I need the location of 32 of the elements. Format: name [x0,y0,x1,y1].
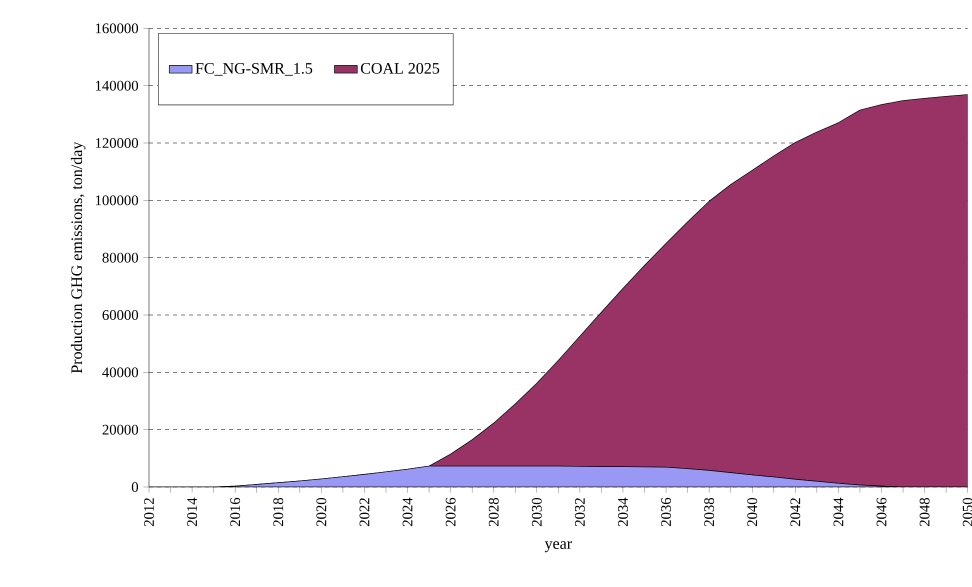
x-tick-label: 2048 [920,498,930,526]
x-tick-label: 2040 [747,498,758,526]
y-tick-label: 140000 [96,80,138,91]
x-tick-label: 2030 [532,498,542,526]
y-axis-title: Production GHG emissions, ton/day [70,142,86,374]
y-tick-label: 40000 [102,367,138,378]
y-tick-label: 60000 [102,310,138,320]
y-tick-label: 20000 [102,424,138,435]
x-axis-title: year [544,541,572,552]
x-tick-label: 2024 [402,498,412,526]
x-tick-label: 2012 [144,498,154,526]
legend-label: FC_NG-SMR_1.5 [195,62,312,76]
x-tick-label: 2018 [273,498,284,526]
x-tick-label: 2036 [661,498,672,526]
x-tick-label: 2044 [833,498,844,526]
x-tick-label: 2042 [790,498,800,526]
y-tick-label: 120000 [96,138,138,148]
x-tick-label: 2016 [230,498,240,526]
x-tick-label: 2014 [187,498,198,526]
y-tick-label: 100000 [96,195,138,206]
x-tick-label: 2046 [876,498,886,526]
x-tick-label: 2026 [446,498,456,526]
x-tick-label: 2032 [574,498,585,526]
x-tick-label: 2038 [704,498,714,526]
legend-label: COAL 2025 [360,62,440,74]
x-tick-label: 2022 [360,498,370,526]
x-tick-label: 2020 [316,498,326,526]
y-tick-label: 80000 [102,252,138,263]
y-tick-label: 160000 [96,23,138,34]
x-tick-label: 2034 [618,498,628,526]
y-tick-label: 0 [132,482,138,492]
x-tick-label: 2028 [488,498,499,526]
